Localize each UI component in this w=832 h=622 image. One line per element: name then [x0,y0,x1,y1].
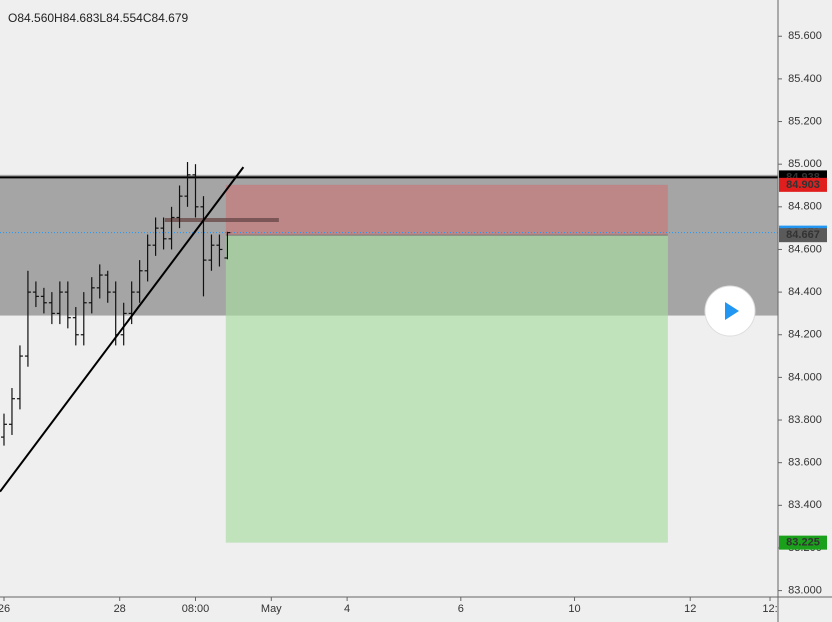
target-zone [225,235,668,543]
x-tick-label: 4 [344,603,350,615]
play-button[interactable] [704,285,756,337]
x-tick-label: 12 [684,603,696,615]
ohlc-key: H [54,11,63,25]
ohlc-key: L [99,11,106,25]
stop-zone [225,184,668,236]
y-tick-label: 85.200 [788,115,822,127]
trendline [0,166,245,493]
y-tick-label: 85.400 [788,73,822,85]
ohlc-value: 84.679 [151,11,188,25]
price-label: 83.225 [786,537,820,549]
ohlc-value: 84.683 [63,11,100,25]
ohlc-value: 84.554 [106,11,143,25]
x-tick-label: May [261,603,282,615]
x-tick-label: 6 [458,603,464,615]
ohlc-key: C [143,11,152,25]
price-label-box [779,535,827,550]
y-tick-label: 85.000 [788,158,822,170]
y-tick-label: 84.200 [788,329,822,341]
y-tick-label: 85.600 [788,30,822,42]
play-icon[interactable] [725,302,739,320]
x-tick-label: 26 [0,603,10,615]
ohlc-header: O84.560H84.683L84.554C84.679 [8,11,189,25]
y-tick-label: 84.600 [788,243,822,255]
plot-layer [0,162,778,543]
y-tick-label: 84.000 [788,371,822,383]
y-tick-label: 83.600 [788,457,822,469]
y-tick-label: 84.400 [788,286,822,298]
x-tick-label: 10 [568,603,580,615]
y-tick-label: 84.800 [788,201,822,213]
price-label-box [779,177,827,192]
x-tick-label: 08:00 [182,603,210,615]
price-label-box [779,228,827,243]
price-label: 84.903 [786,179,820,191]
price-label: 84.667 [786,229,820,241]
ohlc-key: O [8,11,17,25]
y-tick-label: 83.000 [788,585,822,597]
y-tick-label: 83.800 [788,414,822,426]
y-tick-label: 83.400 [788,499,822,511]
ohlc-value: 84.560 [17,11,54,25]
x-tick-label: 28 [114,603,126,615]
x-tick-label: 12: [762,603,777,615]
